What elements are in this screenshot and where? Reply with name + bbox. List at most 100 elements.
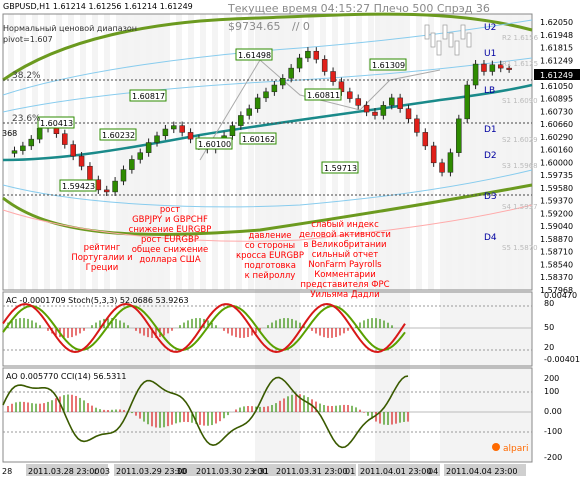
candle-body bbox=[62, 133, 68, 145]
grid-stripe bbox=[404, 14, 410, 290]
price-tag-box bbox=[321, 161, 359, 174]
grid-stripe bbox=[260, 14, 266, 290]
time-label-box bbox=[114, 464, 196, 476]
panel2-scale: -200 bbox=[544, 453, 562, 462]
pivot-label: D4 bbox=[484, 233, 497, 243]
annotation-line: Греции bbox=[86, 263, 119, 273]
price-scale-label: 1.60290 bbox=[540, 133, 573, 142]
fib-38-label: 38.2% bbox=[12, 71, 41, 81]
pivot-label: U2 bbox=[484, 23, 496, 33]
grid-stripe bbox=[488, 14, 494, 290]
annotation-line: представителя ФРС bbox=[300, 280, 389, 290]
panel2-scale: -100 bbox=[544, 427, 562, 436]
candle-body bbox=[280, 78, 286, 86]
shadow-candle bbox=[424, 24, 430, 40]
annotation-line: деловой активности bbox=[299, 230, 391, 240]
band-lower-1 bbox=[2, 169, 533, 208]
price-tag: 1.60162 bbox=[242, 135, 275, 144]
price-tag-box bbox=[99, 128, 137, 141]
time-axis-label: r 31 bbox=[253, 467, 269, 476]
panel1-scale: 0.00470 bbox=[544, 291, 577, 300]
candle-body bbox=[380, 105, 387, 116]
price-tag: 1.60100 bbox=[198, 140, 231, 149]
grid-stripe bbox=[80, 14, 86, 290]
grid-stripe bbox=[308, 14, 314, 290]
panel2-scale: 0.00 bbox=[544, 407, 562, 416]
candle-body bbox=[95, 179, 102, 191]
candle-body bbox=[456, 118, 462, 153]
price-tag-box bbox=[304, 88, 342, 101]
shadow-candle bbox=[466, 32, 472, 48]
candle-body bbox=[372, 111, 378, 116]
candle-body bbox=[347, 91, 353, 99]
grid-stripe bbox=[464, 14, 470, 290]
candle-body bbox=[414, 118, 420, 133]
candle-body bbox=[129, 159, 135, 170]
price-scale-label: 1.60000 bbox=[540, 158, 573, 167]
pivot-scale: S4 1.5937 bbox=[502, 203, 538, 211]
shadow-candle bbox=[442, 24, 448, 40]
candle-body bbox=[481, 63, 487, 72]
fib-368-label: 368 bbox=[2, 129, 17, 138]
grid-stripe bbox=[524, 14, 530, 290]
pivot-scale: R2 1.6156 bbox=[502, 34, 539, 42]
candle-body bbox=[288, 67, 294, 79]
candle-body bbox=[506, 67, 512, 70]
grid-stripe bbox=[272, 14, 278, 290]
candle-body bbox=[305, 50, 311, 59]
price-scale-label: 1.59200 bbox=[540, 209, 573, 218]
grid-stripe bbox=[476, 14, 482, 290]
price-tag-box bbox=[59, 179, 97, 192]
price-tag: 1.59423 bbox=[62, 182, 95, 191]
price-tag: 1.61309 bbox=[372, 61, 405, 70]
grid-stripe bbox=[236, 14, 242, 290]
price-scale-label: 1.58870 bbox=[540, 235, 573, 244]
price-scale-label: 1.61815 bbox=[540, 44, 573, 53]
price-scale-label: 1.59735 bbox=[540, 171, 573, 180]
price-tag: 1.60811 bbox=[307, 91, 340, 100]
symbol-ohlc: GBPUSD,H1 1.61214 1.61256 1.61214 1.6124… bbox=[3, 2, 193, 11]
time-label-box bbox=[274, 464, 356, 476]
time-axis-label: 2011.04.01 23:00 bbox=[360, 467, 431, 476]
panel2-title: AO 0.005770 CCI(14) 56.5311 bbox=[6, 372, 126, 381]
cci-line bbox=[2, 375, 409, 449]
annotation-line: рост EURGBP bbox=[141, 235, 199, 245]
candle-body bbox=[78, 155, 85, 167]
candle-body bbox=[397, 97, 403, 109]
candle-body bbox=[112, 180, 118, 193]
candle-body bbox=[472, 63, 479, 86]
pivot-scale: S2 1.6029 bbox=[502, 136, 538, 144]
time-axis-label: 28 bbox=[2, 467, 12, 476]
price-tag: 1.61498 bbox=[238, 51, 271, 60]
grid-stripe bbox=[224, 14, 230, 290]
grid-stripe bbox=[32, 14, 38, 290]
panel2-scale: 100 bbox=[544, 387, 559, 396]
price-scale-label: 1.61948 bbox=[540, 31, 573, 40]
grid-stripe bbox=[392, 14, 398, 290]
grid-stripe bbox=[128, 14, 134, 290]
grid-stripe bbox=[212, 14, 218, 290]
time-axis-label: 2011.03.31 23:00 bbox=[276, 467, 347, 476]
price-tag-box bbox=[195, 137, 233, 150]
pivot-scale: S1 1.6090 bbox=[502, 97, 538, 105]
candle-body bbox=[430, 145, 437, 164]
time-axis-label: 2011.04.04 23:00 bbox=[446, 467, 517, 476]
candle-body bbox=[389, 97, 395, 106]
annotation-line: давление bbox=[248, 231, 291, 241]
annotation-line: сильный отчет bbox=[312, 250, 379, 260]
price-scale-label: 1.60895 bbox=[540, 95, 573, 104]
channel-name: Нормальный ценовой диапазон bbox=[3, 24, 138, 33]
price-tag: 1.60232 bbox=[102, 131, 135, 140]
annotation-line: Португалии и bbox=[71, 253, 132, 263]
price-scale-label: 1.61050 bbox=[540, 82, 573, 91]
current-price-box bbox=[534, 69, 580, 80]
annotation-line: рейтинг bbox=[84, 243, 121, 253]
price-tag-box bbox=[37, 116, 75, 129]
grid-stripe bbox=[140, 14, 146, 290]
price-tag: 1.60413 bbox=[40, 119, 73, 128]
shadow-candle bbox=[460, 24, 466, 40]
price-scale-label: 1.61249 bbox=[540, 56, 573, 65]
grid-stripe bbox=[8, 14, 14, 290]
shadow-candle bbox=[454, 40, 460, 56]
